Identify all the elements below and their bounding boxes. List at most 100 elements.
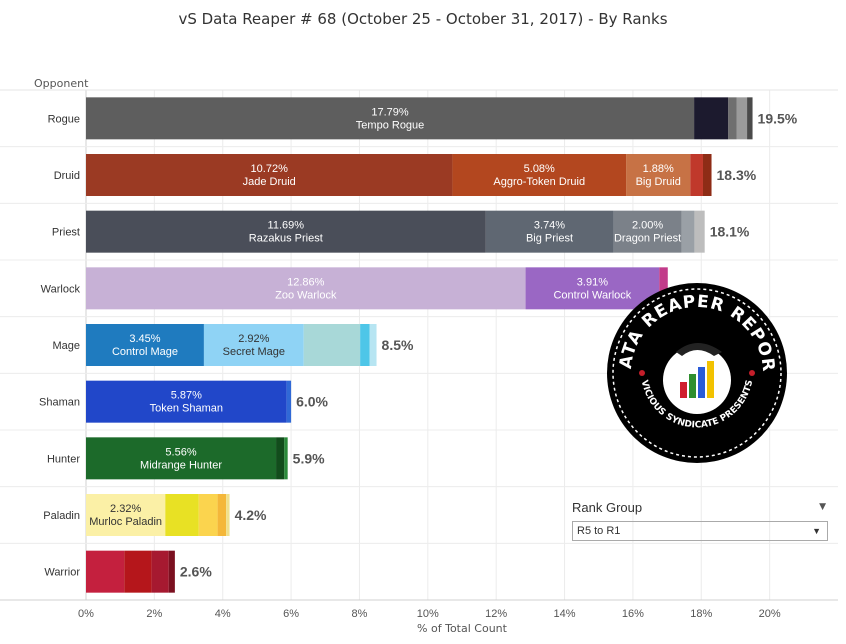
bar-segment <box>198 494 218 536</box>
bar-segment <box>485 210 614 253</box>
bar-segment <box>217 494 227 536</box>
bar-archetype-label: Token Shaman <box>150 403 223 415</box>
bar-value-label: 2.32% <box>110 503 141 515</box>
rank-group-title: Rank Group <box>572 500 643 515</box>
bar-segment <box>728 97 737 140</box>
bar-segment <box>525 267 660 310</box>
bar-total-label: 19.5% <box>758 110 798 126</box>
bar-value-label: 5.87% <box>171 390 202 402</box>
bar-segment <box>369 324 377 366</box>
rank-group-selected-value: R5 to R1 <box>577 525 621 537</box>
bar-segment <box>694 210 705 253</box>
rank-group-filter: Rank Group ▼ R5 to R1 ▼ <box>572 500 828 541</box>
bar-value-label: 10.72% <box>251 163 289 175</box>
bar-total-label: 18.3% <box>717 167 757 183</box>
bar-segment <box>86 267 526 310</box>
bar-value-label: 17.79% <box>371 106 409 118</box>
bar-segment <box>284 437 288 480</box>
class-label-warlock: Warlock <box>41 283 81 295</box>
rank-group-select[interactable]: R5 to R1 ▼ <box>572 521 828 541</box>
bar-segment <box>86 494 166 536</box>
bar-archetype-label: Control Warlock <box>553 289 631 301</box>
x-tick-label: 16% <box>622 608 644 620</box>
bar-total-label: 5.9% <box>293 450 325 466</box>
class-label-druid: Druid <box>54 170 80 182</box>
class-label-warrior: Warrior <box>44 567 80 579</box>
bar-value-label: 3.74% <box>534 220 565 232</box>
bar-segment <box>613 210 682 253</box>
x-tick-label: 12% <box>485 608 507 620</box>
bar-segment <box>303 324 361 366</box>
bar-segment <box>694 97 729 140</box>
x-tick-label: 14% <box>554 608 576 620</box>
x-tick-label: 8% <box>352 608 368 620</box>
bar-value-label: 2.92% <box>238 333 269 345</box>
bar-archetype-label: Murloc Paladin <box>89 516 162 528</box>
bar-segment <box>659 267 668 310</box>
bar-archetype-label: Midrange Hunter <box>140 459 222 471</box>
x-axis-label: % of Total Count <box>417 622 507 635</box>
x-tick-label: 20% <box>759 608 781 620</box>
bar-segment <box>86 380 287 423</box>
chevron-down-icon[interactable]: ▼ <box>812 526 821 536</box>
bar-segment <box>736 97 748 140</box>
bar-value-label: 5.08% <box>524 163 555 175</box>
bar-total-label: 4.2% <box>235 507 267 523</box>
bar-segment <box>747 97 753 140</box>
bar-value-label: 12.86% <box>287 276 325 288</box>
bar-segment <box>690 154 703 196</box>
bar-archetype-label: Zoo Warlock <box>275 289 337 301</box>
bar-segment <box>86 210 486 253</box>
bar-value-label: 1.88% <box>643 163 674 175</box>
bar-segment <box>165 494 199 536</box>
bar-archetype-label: Big Druid <box>636 176 681 188</box>
y-axis-title: Opponent <box>34 77 89 90</box>
bar-segment <box>360 324 370 366</box>
x-tick-label: 10% <box>417 608 439 620</box>
bar-segment <box>151 550 169 593</box>
bar-value-label: 5.56% <box>165 446 196 458</box>
bar-total-label: 6.0% <box>296 394 328 410</box>
bar-archetype-label: Big Priest <box>526 233 573 245</box>
x-tick-label: 4% <box>215 608 231 620</box>
bar-segment <box>86 437 277 480</box>
class-label-rogue: Rogue <box>48 113 80 125</box>
bar-segment <box>86 550 125 593</box>
chart-title: vS Data Reaper # 68 (October 25 - Octobe… <box>178 10 668 28</box>
bar-archetype-label: Aggro-Token Druid <box>493 176 585 188</box>
bar-segment <box>702 154 712 196</box>
bar-value-label: 11.69% <box>268 220 305 232</box>
bar-segment <box>168 550 175 593</box>
x-tick-label: 18% <box>690 608 712 620</box>
bar-segment <box>681 210 695 253</box>
bar-segment <box>286 380 292 423</box>
bar-archetype-label: Razakus Priest <box>249 233 323 245</box>
bar-total-label: 2.6% <box>180 564 212 580</box>
bar-value-label: 3.45% <box>129 333 160 345</box>
bar-segment <box>226 494 230 536</box>
bar-segment <box>626 154 691 196</box>
bar-value-label: 3.91% <box>577 276 608 288</box>
x-tick-label: 0% <box>78 608 94 620</box>
bar-total-label: 8.5% <box>382 337 414 353</box>
filter-menu-icon[interactable]: ▼ <box>819 502 826 512</box>
class-label-shaman: Shaman <box>39 397 80 409</box>
bar-archetype-label: Tempo Rogue <box>356 119 425 131</box>
class-label-priest: Priest <box>52 227 80 239</box>
bar-total-label: 18.1% <box>710 224 750 240</box>
x-tick-label: 6% <box>283 608 299 620</box>
bar-archetype-label: Dragon Priest <box>614 233 681 245</box>
bar-segment <box>203 324 304 366</box>
bar-segment <box>86 97 695 140</box>
bar-archetype-label: Control Mage <box>112 346 178 358</box>
class-label-paladin: Paladin <box>43 510 80 522</box>
data-reaper-logo: DATA REAPER REPORT VICIOUS SYNDICATE PRE… <box>606 282 787 463</box>
bar-value-label: 2.00% <box>632 220 663 232</box>
bar-segment <box>276 437 285 480</box>
bar-archetype-label: Secret Mage <box>223 346 285 358</box>
bar-segment <box>124 550 152 593</box>
class-label-hunter: Hunter <box>47 453 80 465</box>
bar-archetype-label: Jade Druid <box>243 176 296 188</box>
bar-segment <box>86 324 204 366</box>
